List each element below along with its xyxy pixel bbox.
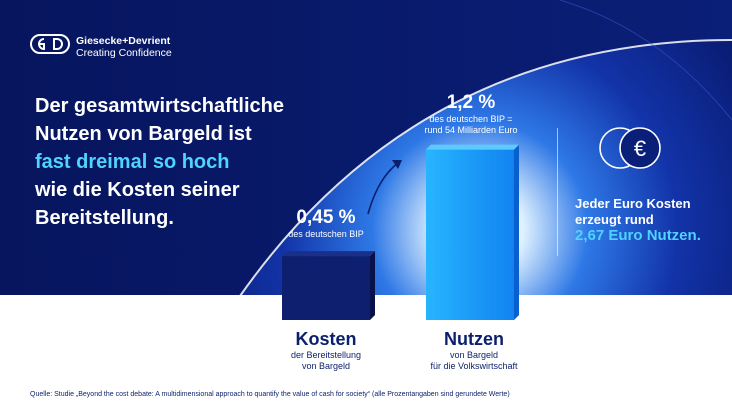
value-sublabel-nutzen-2: rund 54 Milliarden Euro: [424, 125, 518, 135]
side-panel: Jeder Euro Kosten erzeugt rund 2,67 Euro…: [575, 196, 701, 244]
bar-side-kosten: [370, 251, 375, 320]
value-label-kosten: 0,45 % des deutschen BIP: [278, 207, 374, 240]
side-panel-highlight: 2,67 Euro Nutzen.: [575, 227, 701, 244]
value-label-nutzen-pct: 1,2 %: [446, 92, 496, 113]
category-kosten-sub-1: der Bereitstellung: [290, 350, 362, 360]
brand-tagline: Creating Confidence: [76, 47, 172, 59]
bar-nutzen: [426, 149, 514, 320]
divider: [557, 128, 558, 256]
value-label-nutzen: 1,2 % des deutschen BIP = rund 54 Millia…: [410, 92, 532, 136]
headline-line-4: wie die Kosten seiner: [35, 179, 240, 201]
brand-logo-icon: [30, 34, 70, 54]
growth-arrow: [367, 162, 399, 215]
headline-line-2: Nutzen von Bargeld ist: [35, 123, 252, 145]
bar-side-nutzen: [514, 144, 519, 320]
brand-name: Giesecke+Devrient: [76, 35, 171, 47]
category-nutzen-sub-1: von Bargeld: [449, 350, 499, 360]
headline-highlight: fast dreimal so hoch: [35, 151, 230, 173]
source-note: Quelle: Studie „Beyond the cost debate: …: [30, 391, 510, 398]
brand: Giesecke+Devrient Creating Confidence: [76, 35, 172, 59]
bar-kosten: [282, 256, 370, 320]
category-nutzen-title: Nutzen: [444, 329, 504, 349]
bar-top-kosten: [282, 251, 375, 257]
value-label-kosten-pct: 0,45 %: [296, 207, 356, 228]
side-panel-line-1: Jeder Euro Kosten: [575, 196, 691, 211]
category-nutzen-sub-2: für die Volkswirtschaft: [430, 361, 518, 371]
value-sublabel-kosten: des deutschen BIP: [288, 229, 364, 239]
side-panel-line-2: erzeugt rund: [575, 212, 654, 227]
euro-coins-icon: €: [599, 127, 661, 169]
bar-top-nutzen: [426, 144, 519, 150]
category-label-kosten: Kosten der Bereitstellung von Bargeld: [262, 329, 390, 372]
category-kosten-title: Kosten: [295, 329, 357, 349]
category-label-nutzen: Nutzen von Bargeld für die Volkswirtscha…: [410, 329, 538, 372]
value-sublabel-nutzen-1: des deutschen BIP =: [429, 114, 513, 124]
headline: Der gesamtwirtschaftliche Nutzen von Bar…: [35, 92, 355, 232]
category-kosten-sub-2: von Bargeld: [301, 361, 351, 371]
bars: [282, 144, 519, 320]
headline-line-5: Bereitstellung.: [35, 207, 174, 229]
svg-text:€: €: [634, 136, 646, 161]
arrow-head-icon: [392, 160, 402, 169]
headline-line-1: Der gesamtwirtschaftliche: [35, 95, 284, 117]
